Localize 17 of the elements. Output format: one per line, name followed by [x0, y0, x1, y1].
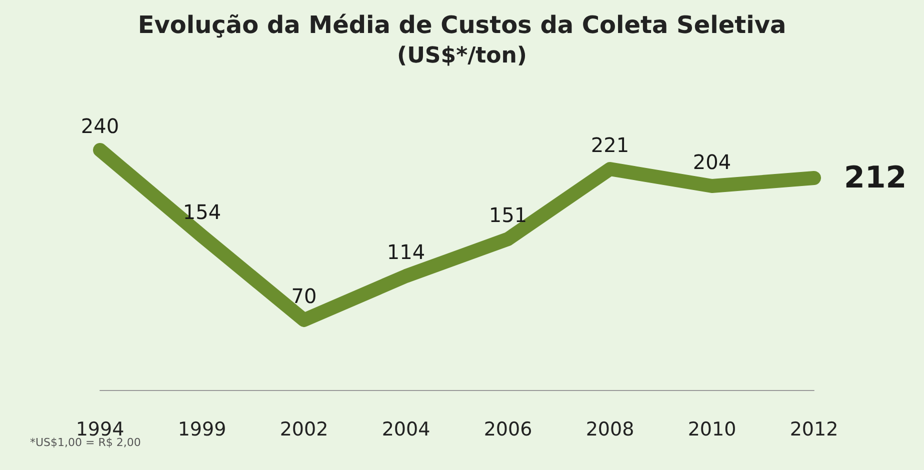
chart-title: Evolução da Média de Custos da Coleta Seletiva: [138, 11, 786, 39]
x-tick-label: 2006: [484, 418, 532, 440]
data-label: 70: [291, 284, 317, 308]
data-label: 154: [182, 200, 222, 224]
data-label: 221: [590, 133, 630, 157]
chart-subtitle: (US$*/ton): [397, 44, 527, 68]
x-tick-label: 1999: [178, 418, 226, 440]
data-label: 114: [386, 240, 426, 264]
data-label: 151: [488, 203, 528, 227]
x-tick-label: 2004: [382, 418, 430, 440]
x-tick-label: 2008: [586, 418, 634, 440]
x-tick-label: 2012: [790, 418, 838, 440]
data-label: 212: [844, 160, 907, 196]
data-label: 204: [692, 150, 732, 174]
x-tick-label: 2002: [280, 418, 328, 440]
x-tick-label: 2010: [688, 418, 736, 440]
data-label: 240: [80, 114, 120, 138]
